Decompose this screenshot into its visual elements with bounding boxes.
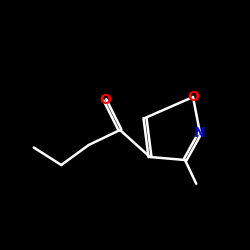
Text: O: O — [187, 90, 199, 104]
Text: N: N — [194, 126, 206, 140]
Text: O: O — [99, 93, 111, 107]
